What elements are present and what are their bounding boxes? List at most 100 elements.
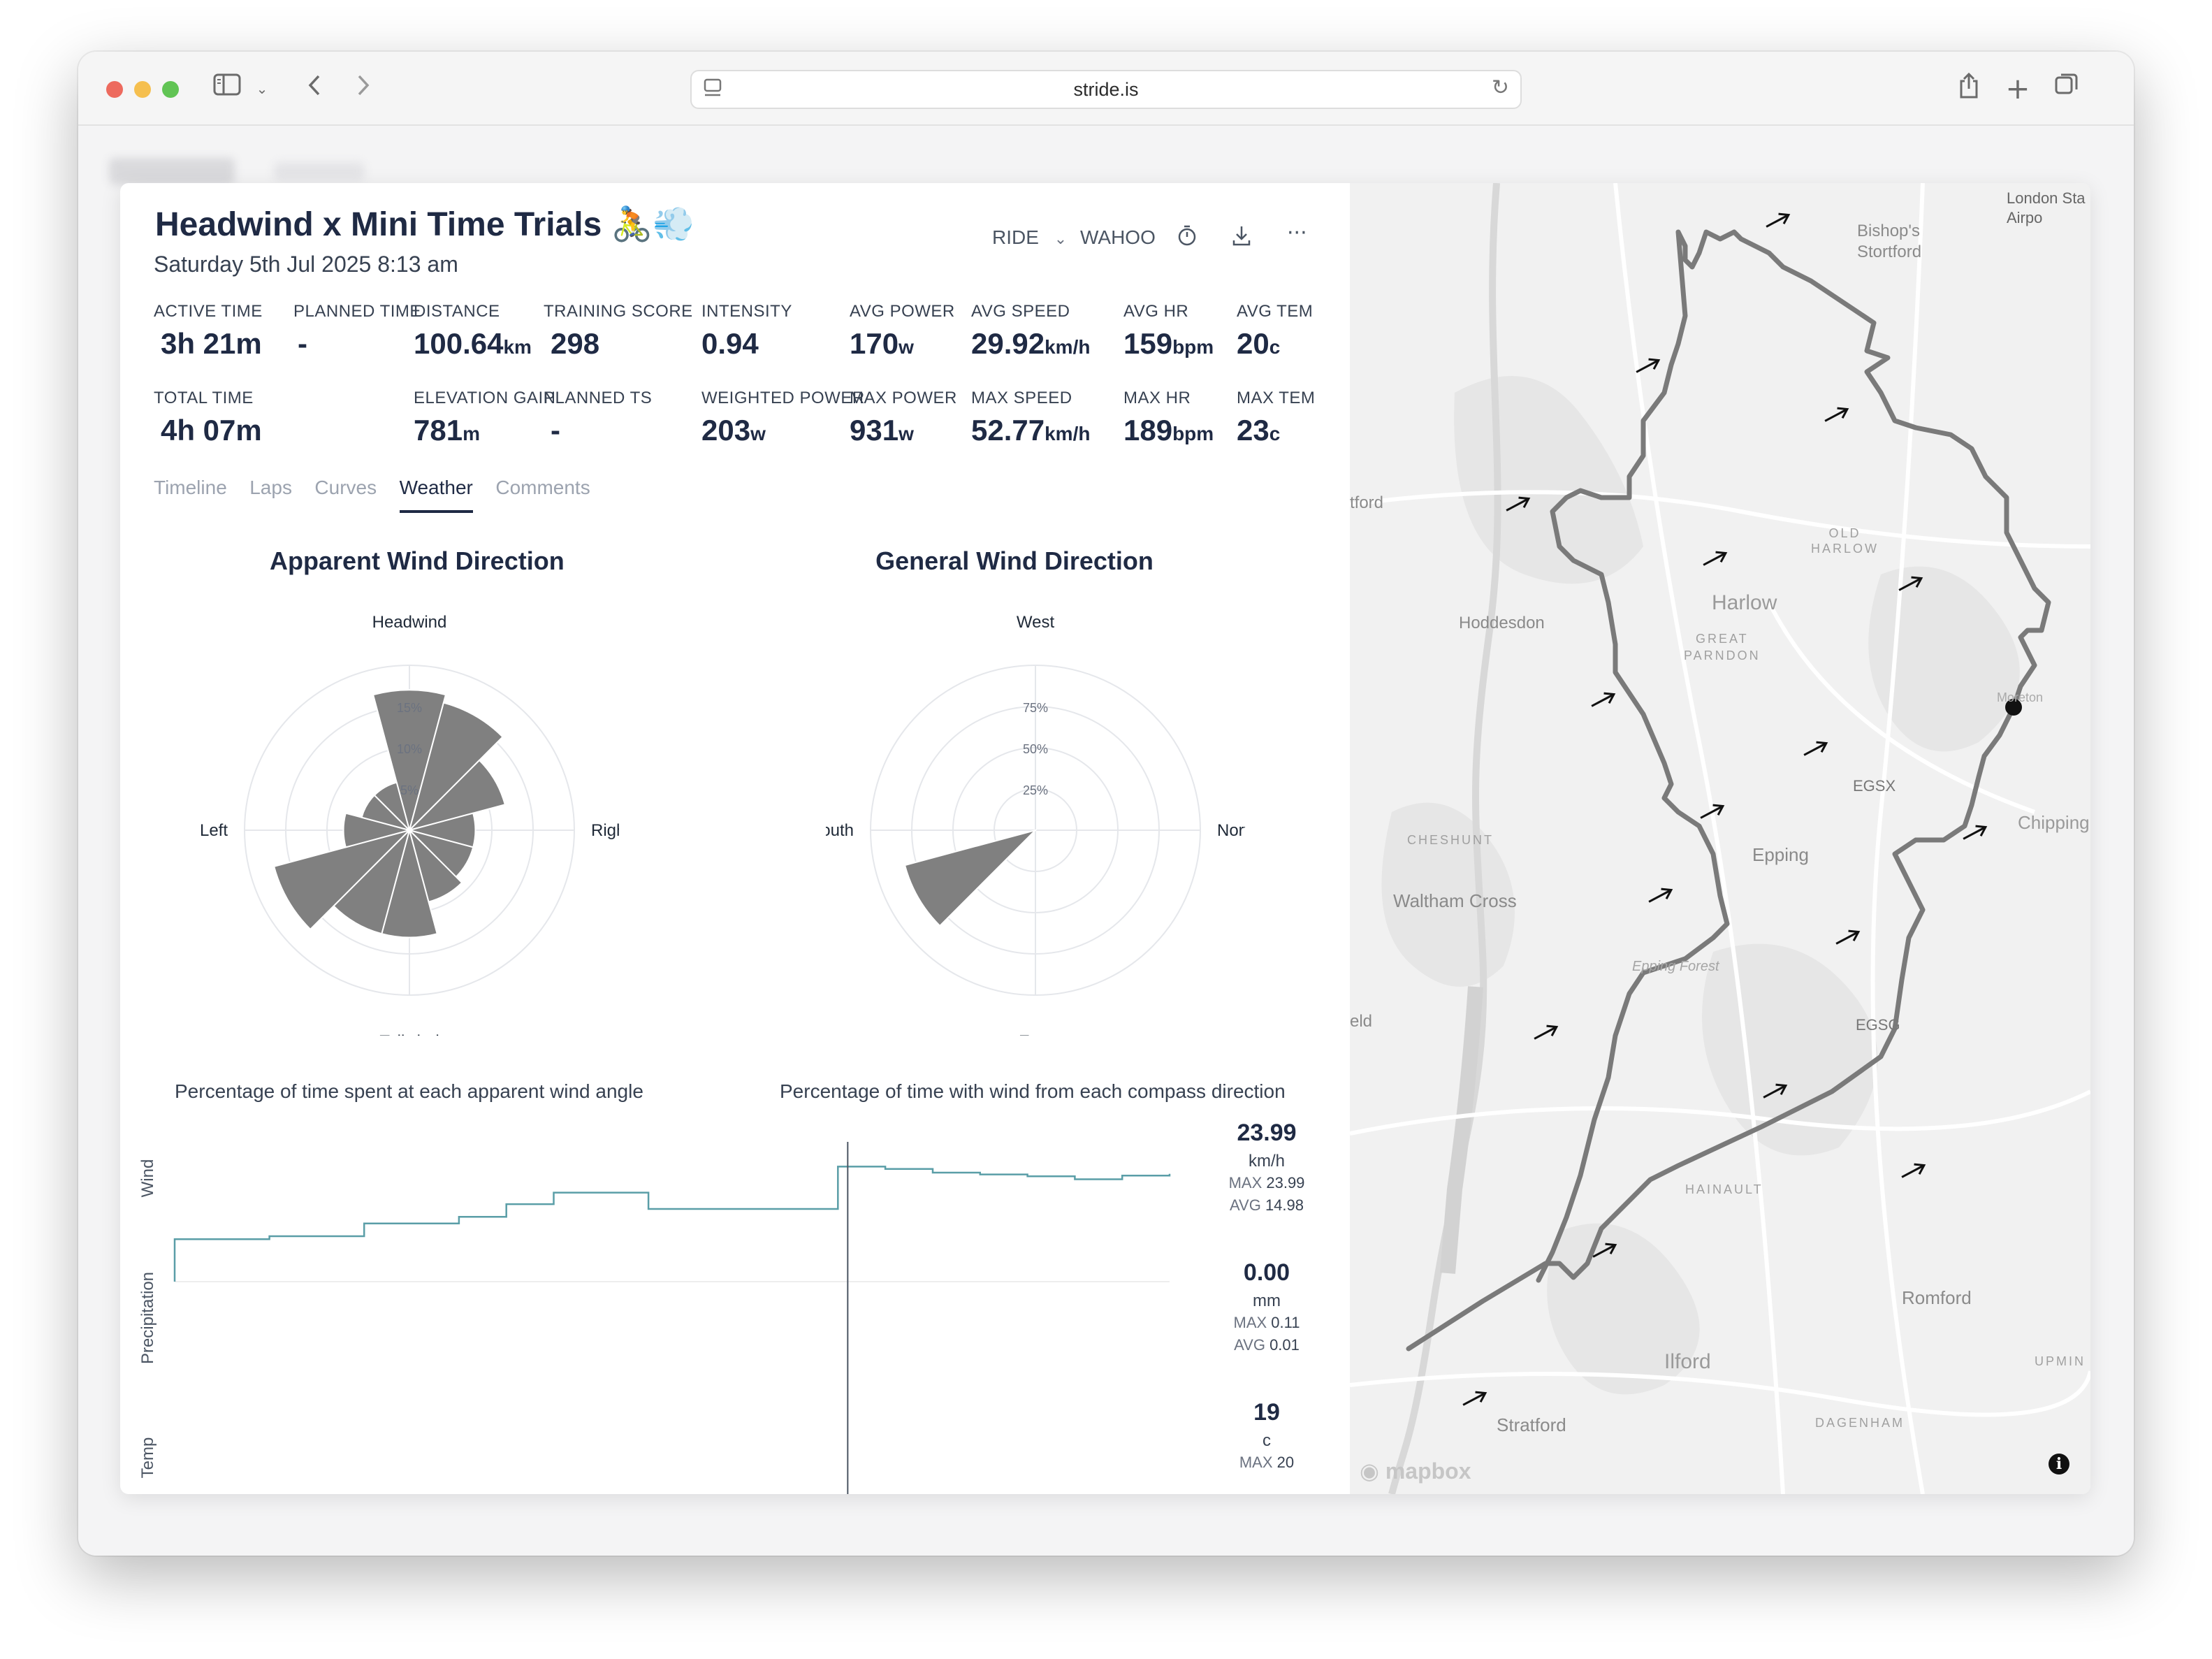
close-window-button[interactable] xyxy=(106,81,123,98)
map-label-great-parndon: GREAT PARNDON xyxy=(1684,632,1761,662)
activity-title: Headwind x Mini Time Trials 🚴💨 xyxy=(155,206,695,243)
arrow-northeast-icon xyxy=(1898,576,1923,591)
stat-elevation-value: 781 xyxy=(414,414,463,447)
wind-arrows xyxy=(1462,212,1988,1406)
chevron-down-icon: ⌄ xyxy=(1054,231,1068,248)
stat-training-score: TRAINING SCORE 298 xyxy=(544,302,693,360)
zoom-window-button[interactable] xyxy=(162,81,179,98)
general-wind-chart: 25% 50% 75% West East South North xyxy=(826,613,1245,1036)
activity-device-label[interactable]: WAHOO xyxy=(1080,226,1156,248)
apparent-wind-sector-9 xyxy=(342,812,412,848)
general-wind-radial-tick-2: 75% xyxy=(1023,701,1048,715)
reload-icon[interactable]: ↻ xyxy=(1491,75,1509,100)
stat-avg-power-value: 170 xyxy=(850,327,899,360)
address-bar[interactable]: stride.is ↻ xyxy=(690,70,1522,109)
wind-unit: km/h xyxy=(1248,1152,1285,1171)
stat-active-time: ACTIVE TIME 3h 21m xyxy=(154,302,263,360)
stat-max-temp: MAX TEM 23c xyxy=(1237,389,1316,447)
map-label-romford: Romford xyxy=(1902,1287,1972,1308)
activity-type-label: RIDE xyxy=(992,226,1039,248)
stopwatch-icon[interactable] xyxy=(1177,224,1198,253)
map-label-old-harlow: OLD HARLOW xyxy=(1811,526,1879,556)
general-wind-label-left: South xyxy=(826,821,854,840)
apparent-wind-title: Apparent Wind Direction xyxy=(270,546,565,575)
stat-weighted-power-value: 203 xyxy=(701,414,751,447)
map-canvas[interactable] xyxy=(1350,183,2090,1494)
arrow-northeast-icon xyxy=(1766,212,1791,228)
map-label-harlow: Harlow xyxy=(1712,591,1777,614)
stat-avg-temp-value: 20 xyxy=(1237,327,1269,360)
stat-weighted-power: WEIGHTED POWER 203w xyxy=(701,389,865,447)
map-label-bishops-stortford: Bishop's Stortford xyxy=(1857,222,1922,261)
download-icon[interactable] xyxy=(1231,224,1252,253)
map-label-epping: Epping xyxy=(1752,844,1809,865)
stat-avg-hr-unit: bpm xyxy=(1172,336,1214,358)
info-icon[interactable]: i xyxy=(2049,1454,2069,1475)
chevron-down-icon[interactable]: ⌄ xyxy=(256,80,268,97)
arrow-northeast-icon xyxy=(1963,825,1988,840)
stat-elevation-gain: ELEVATION GAIN 781m xyxy=(414,389,556,447)
tab-laps[interactable]: Laps xyxy=(249,477,292,498)
route-path xyxy=(1406,229,2051,1352)
weather-timeseries-chart[interactable] xyxy=(120,1099,1350,1494)
map-label-waltham-cross: Waltham Cross xyxy=(1393,890,1517,911)
sidebar-toggle-icon[interactable] xyxy=(210,71,245,106)
map-label-epping-forest: Epping Forest xyxy=(1632,959,1719,974)
stat-distance-unit: km xyxy=(503,336,532,358)
stat-total-time: TOTAL TIME 4h 07m xyxy=(154,389,262,447)
map-label-hainault: HAINAULT xyxy=(1685,1182,1763,1196)
mapbox-logo[interactable]: ◉ mapbox xyxy=(1360,1458,1471,1484)
map-roads xyxy=(1350,183,2090,1494)
forward-arrow-icon[interactable] xyxy=(349,71,377,106)
arrow-northeast-icon xyxy=(1636,358,1661,373)
precipitation-current-value: 0.00 xyxy=(1243,1259,1290,1286)
stat-max-power-unit: w xyxy=(898,423,914,444)
activity-type-select[interactable]: RIDE ⌄ xyxy=(992,226,1067,254)
map-label-ilford: Ilford xyxy=(1664,1350,1711,1373)
minimize-window-button[interactable] xyxy=(134,81,151,98)
share-icon[interactable] xyxy=(1955,71,1983,106)
activity-modal: Headwind x Mini Time Trials 🚴💨 Saturday … xyxy=(120,183,2090,1494)
stat-max-speed-unit: km/h xyxy=(1045,423,1091,444)
stat-weighted-power-unit: w xyxy=(750,423,766,444)
stat-max-power: MAX POWER 931w xyxy=(850,389,957,447)
temp-max: MAX 20 xyxy=(1239,1454,1295,1469)
map-label-egsx: EGSX xyxy=(1853,777,1896,795)
route-marker xyxy=(2005,699,2022,716)
arrow-northeast-icon xyxy=(1462,1391,1487,1406)
arrow-northeast-icon xyxy=(1700,804,1725,819)
general-wind-sector-0 xyxy=(903,829,1038,927)
wind-current-value: 23.99 xyxy=(1237,1120,1297,1146)
map-label-dagenham: DAGENHAM xyxy=(1815,1416,1905,1430)
tab-overview-icon[interactable] xyxy=(2053,71,2081,106)
series-line-wind xyxy=(173,1166,1171,1282)
back-arrow-icon[interactable] xyxy=(300,71,328,106)
arrow-northeast-icon xyxy=(1824,407,1849,422)
stat-avg-hr: AVG HR 159bpm xyxy=(1123,302,1214,360)
more-options-icon[interactable]: ··· xyxy=(1287,221,1307,245)
browser-toolbar: ⌄ stride.is ↻ + xyxy=(78,52,2134,126)
precipitation-avg: AVG 0.01 xyxy=(1234,1336,1300,1354)
tab-weather[interactable]: Weather xyxy=(399,477,473,513)
temp-current-value: 19 xyxy=(1253,1399,1280,1426)
stat-avg-speed-value: 29.92 xyxy=(971,327,1045,360)
general-wind-caption: Percentage of time with wind from each c… xyxy=(780,1080,1286,1102)
apparent-wind-sector-11 xyxy=(373,781,411,833)
new-tab-icon[interactable]: + xyxy=(2005,71,2030,106)
map-label-upmin: UPMIN xyxy=(2035,1354,2086,1368)
stat-planned-time: PLANNED TIME - xyxy=(293,302,421,360)
wind-avg: AVG 14.98 xyxy=(1229,1196,1304,1214)
route-map[interactable]: Bishop's Stortford London Sta Airpo tfor… xyxy=(1350,183,2090,1494)
arrow-northeast-icon xyxy=(1835,929,1861,945)
wind-axis-label: Wind xyxy=(138,1159,157,1198)
stat-intensity: INTENSITY 0.94 xyxy=(701,302,792,360)
tab-curves[interactable]: Curves xyxy=(314,477,377,498)
stat-distance-value: 100.64 xyxy=(414,327,504,360)
tab-comments[interactable]: Comments xyxy=(495,477,590,498)
apparent-wind-sector-2 xyxy=(407,759,507,832)
map-river xyxy=(1388,183,1501,1494)
activity-date: Saturday 5th Jul 2025 8:13 am xyxy=(154,252,458,277)
tab-timeline[interactable]: Timeline xyxy=(154,477,227,498)
arrow-northeast-icon xyxy=(1763,1083,1788,1099)
stat-max-hr-unit: bpm xyxy=(1172,423,1214,444)
